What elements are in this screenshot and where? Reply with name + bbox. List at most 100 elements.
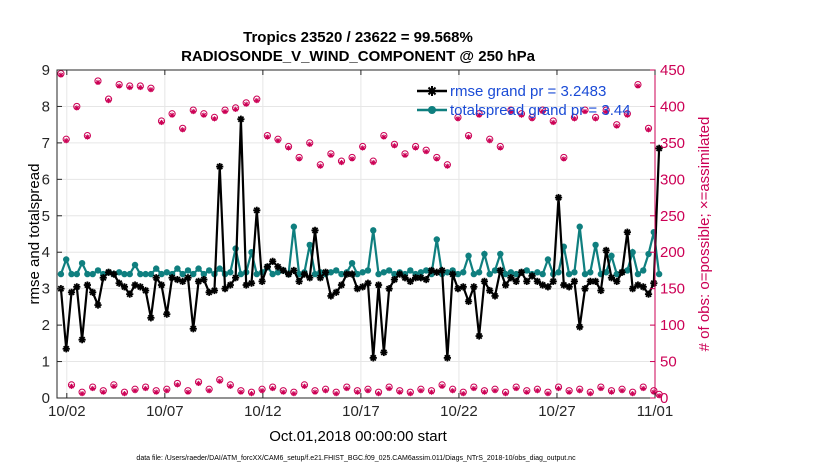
left-axis-label: rmse and totalspread xyxy=(26,164,43,305)
obs-assimilated-point xyxy=(360,145,366,151)
right-axis-ticks: 0 50 100 150 200 250 300 350 400 450 xyxy=(650,62,685,407)
obs-assimilated-point xyxy=(206,388,212,394)
totalspread-point xyxy=(184,267,192,274)
x-tick-label: 10/17 xyxy=(342,403,380,420)
rmse-point xyxy=(284,270,293,278)
totalspread-point xyxy=(274,269,282,276)
rmse-point xyxy=(597,286,605,295)
totalspread-point xyxy=(407,267,414,274)
totalspread-point xyxy=(338,270,345,278)
right-tick-label: 400 xyxy=(660,98,685,115)
right-tick-label: 100 xyxy=(660,317,685,334)
totalspread-point xyxy=(364,267,372,274)
obs-assimilated-point xyxy=(333,391,339,397)
rmse-point xyxy=(591,277,600,285)
obs-assimilated-point xyxy=(100,389,106,395)
totalspread-point xyxy=(502,270,509,278)
rmse-point xyxy=(618,268,626,276)
rmse-point xyxy=(496,266,504,275)
obs-assimilated-point xyxy=(566,389,572,395)
obs-assimilated-point xyxy=(132,388,138,394)
obs-assimilated-point xyxy=(74,105,80,111)
totalspread-point xyxy=(311,270,319,278)
rmse-point xyxy=(311,226,319,234)
rmse-point xyxy=(512,277,520,285)
rmse-point xyxy=(406,277,414,285)
rmse-point xyxy=(232,274,240,282)
totalspread-point xyxy=(624,267,631,274)
totalspread-point xyxy=(544,256,552,263)
totalspread-point xyxy=(592,241,599,249)
rmse-point xyxy=(226,281,234,289)
obs-assimilated-point xyxy=(312,389,318,395)
obs-assimilated-point xyxy=(84,134,90,140)
rmse-point xyxy=(322,268,330,276)
totalspread-point xyxy=(555,269,562,276)
rmse-point xyxy=(623,228,631,236)
obs-assimilated-point xyxy=(502,391,509,397)
obs-assimilated-point xyxy=(301,383,308,389)
obs-assimilated-point xyxy=(465,134,472,140)
chart-title-line2: RADIOSONDE_V_WIND_COMPONENT @ 250 hPa xyxy=(181,48,536,65)
totalspread-point xyxy=(94,267,102,274)
obs-assimilated-point xyxy=(174,382,180,388)
obs-assimilated-point xyxy=(185,389,191,395)
totalspread-point xyxy=(153,265,160,272)
obs-assimilated-point xyxy=(270,385,276,392)
obs-assimilated-point xyxy=(259,388,265,394)
rmse-point xyxy=(83,281,91,289)
totalspread-point xyxy=(163,269,170,276)
totalspread-point xyxy=(68,270,75,278)
rmse-point xyxy=(290,266,298,275)
rmse-point xyxy=(480,277,489,285)
rmse-point xyxy=(163,310,171,318)
obs-assimilated-point xyxy=(513,385,519,392)
obs-assimilated-point xyxy=(317,163,323,169)
rmse-point xyxy=(607,274,616,282)
obs-assimilated-point xyxy=(645,127,652,133)
totalspread-point xyxy=(380,269,388,276)
totalspread-point xyxy=(63,256,70,263)
totalspread-point xyxy=(327,269,335,276)
totalspread-point xyxy=(216,265,223,272)
obs-assimilated-point xyxy=(169,112,175,118)
totalspread-point xyxy=(613,270,620,278)
obs-assimilated-point xyxy=(428,389,435,395)
totalspread-point xyxy=(78,259,86,267)
obs-assimilated-point xyxy=(614,123,620,129)
right-tick-label: 0 xyxy=(660,390,668,407)
totalspread-point xyxy=(512,270,520,278)
totalspread-point xyxy=(454,270,462,278)
rmse-point xyxy=(533,277,541,285)
rmse-point xyxy=(565,283,573,291)
obs-assimilated-point xyxy=(397,389,403,395)
totalspread-point xyxy=(190,270,197,278)
rmse-point xyxy=(237,115,245,123)
totalspread-point xyxy=(115,269,123,276)
legend-rmse-marker xyxy=(427,86,437,96)
obs-assimilated-point xyxy=(217,378,223,384)
totalspread-point xyxy=(137,270,144,278)
obs-assimilated-point xyxy=(111,383,117,389)
rmse-point xyxy=(337,281,346,289)
obs-assimilated-point xyxy=(444,163,450,169)
rmse-point xyxy=(247,279,256,287)
x-tick-label: 10/27 xyxy=(538,403,576,420)
rmse-point xyxy=(554,193,563,202)
obs-assimilated-point xyxy=(254,98,260,104)
totalspread-point xyxy=(269,270,276,278)
obs-assimilated-point xyxy=(121,391,128,397)
totalspread-point xyxy=(306,241,313,249)
rmse-point xyxy=(602,246,610,254)
rmse-point xyxy=(459,283,467,291)
obs-assimilated-point xyxy=(571,116,578,122)
obs-assimilated-point xyxy=(338,159,345,166)
x-axis-ticks: 10/02 10/07 10/12 10/17 10/22 10/27 11/01 xyxy=(48,70,673,420)
obs-assimilated-point xyxy=(264,134,270,140)
obs-assimilated-point xyxy=(587,391,593,397)
rmse-point xyxy=(629,285,637,293)
rmse-series xyxy=(57,115,663,362)
totalspread-point xyxy=(475,269,483,276)
right-tick-label: 300 xyxy=(660,171,685,188)
right-tick-label: 50 xyxy=(660,354,677,371)
